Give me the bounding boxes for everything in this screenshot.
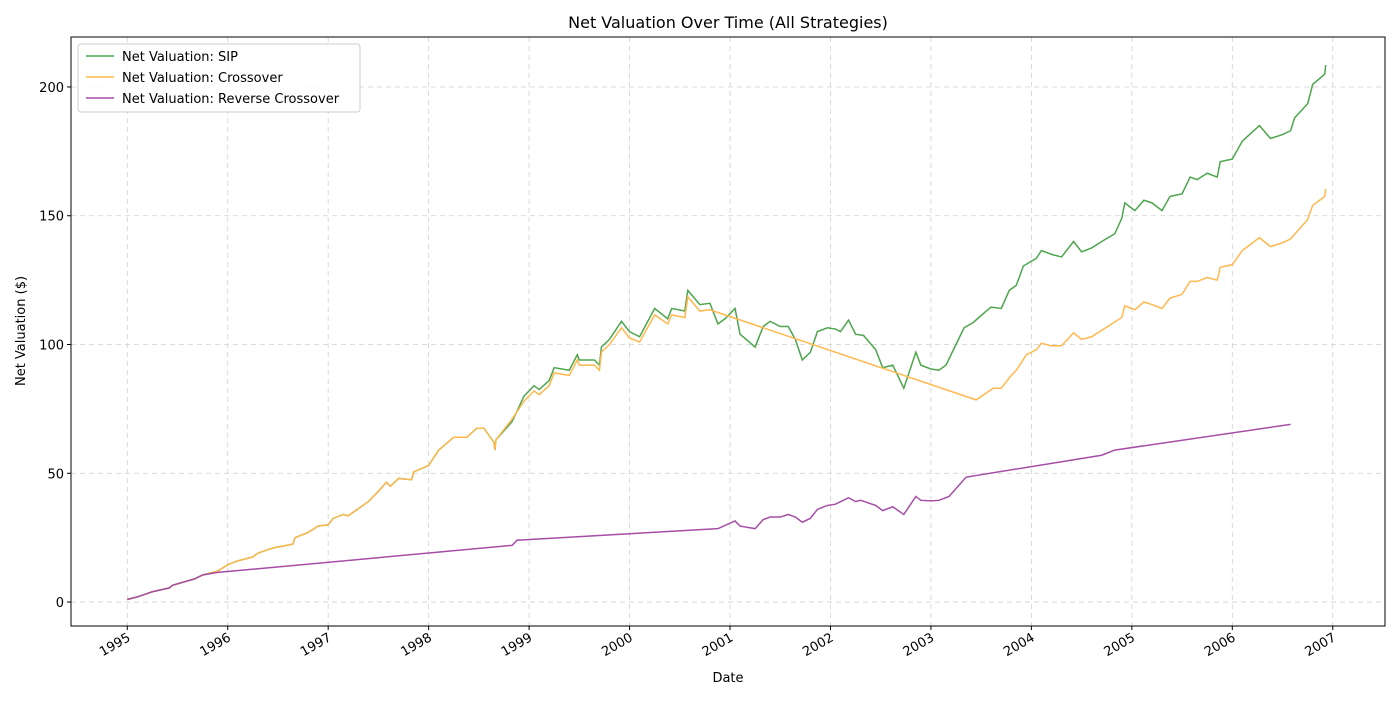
y-axis-label: Net Valuation ($) [14, 276, 29, 386]
y-tick-label: 200 [39, 81, 64, 96]
y-tick-label: 100 [39, 339, 64, 354]
chart-title: Net Valuation Over Time (All Strategies) [568, 13, 888, 32]
legend-label: Net Valuation: SIP [122, 50, 238, 65]
axes-frame [70, 36, 1386, 627]
x-axis-label: Date [712, 671, 743, 686]
legend-box [77, 43, 361, 113]
y-tick-label: 0 [56, 596, 64, 611]
series-line [127, 423, 1291, 601]
y-tick-label: 50 [47, 467, 64, 482]
legend-label: Net Valuation: Crossover [122, 71, 283, 86]
legend-label: Net Valuation: Reverse Crossover [122, 92, 340, 107]
y-tick-label: 150 [39, 210, 64, 225]
series-line [127, 188, 1327, 601]
